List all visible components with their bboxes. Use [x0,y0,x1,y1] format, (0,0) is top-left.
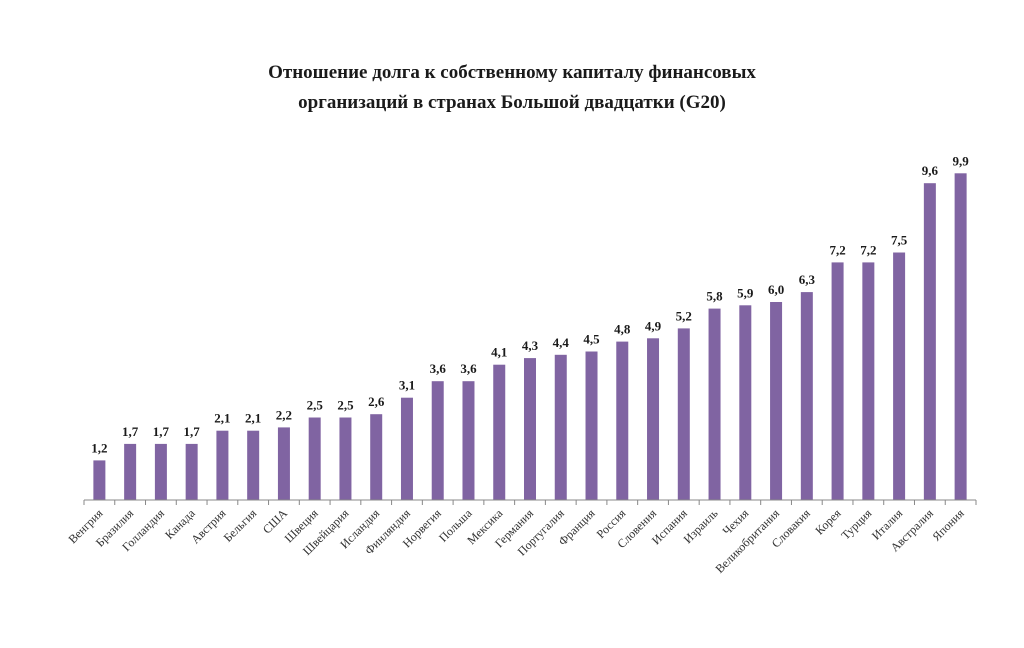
x-axis-ticks [83,500,977,505]
data-label: 1,7 [184,424,201,439]
data-label: 2,5 [307,398,324,413]
data-label: 2,5 [337,398,354,413]
bar [647,338,660,500]
bar [554,354,567,500]
data-label: 4,8 [614,322,631,337]
data-label: 7,2 [860,242,876,257]
data-label: 5,8 [706,289,723,304]
bar [400,397,413,500]
bar [247,430,260,500]
data-label: 4,4 [553,335,570,350]
category-labels-group: ВенгрияБразилияГолландияКанадаАвстрияБел… [65,506,967,576]
data-label: 4,9 [645,318,662,333]
bar [954,173,967,501]
bar [739,305,752,500]
data-label: 4,5 [583,332,600,347]
bar [124,443,137,500]
data-label: 9,9 [952,153,969,168]
data-label: 7,5 [891,233,908,248]
bar [462,381,475,500]
data-label: 6,3 [799,272,816,287]
data-label: 9,6 [922,163,939,178]
category-label: Израиль [681,506,721,546]
data-label: 6,0 [768,282,784,297]
data-label: 3,6 [460,361,477,376]
bar [524,358,536,500]
bars-group [93,173,967,501]
bar [431,381,444,500]
data-label: 1,7 [153,424,170,439]
data-label: 1,7 [122,424,139,439]
bar [216,430,229,500]
data-label: 2,6 [368,394,385,409]
bar [154,443,167,500]
bar [277,427,290,500]
bar [831,262,844,500]
bar [93,460,106,500]
category-label: Турция [838,506,874,542]
data-label: 2,1 [214,411,230,426]
data-label: 1,2 [91,440,107,455]
data-label: 5,9 [737,285,754,300]
bar [185,443,198,500]
bar [616,341,629,500]
category-label: Бельгия [221,506,260,545]
bar [308,417,321,500]
bar [370,414,383,500]
bar [493,364,506,500]
chart-title-line-1: Отношение долга к собственному капиталу … [268,62,756,83]
bar [585,351,598,500]
data-label: 2,2 [276,407,292,422]
data-label: 4,1 [491,345,507,360]
bar [800,292,813,500]
value-labels-group: 1,2 1,7 1,7 1,7 2,1 2,1 2,2 2,5 2,5 2,6 3,1 3,6 3,6 4… [91,153,969,455]
bar [708,308,721,500]
data-label: 3,6 [430,361,447,376]
bar [677,328,690,500]
data-label: 2,1 [245,411,261,426]
data-label: 4,3 [522,338,539,353]
data-label: 3,1 [399,378,415,393]
data-label: 7,2 [829,242,845,257]
bar [923,183,936,500]
bar [862,262,875,500]
chart-title-line-2: организаций в странах Большой двадцатки … [298,92,726,113]
category-label: Япония [929,506,967,544]
bar [770,302,783,500]
data-label: 5,2 [676,308,692,323]
category-label: Австрия [188,506,229,547]
chart-title: Отношение долга к собственному капиталу … [0,58,1024,118]
bar [339,417,352,500]
bar [893,252,906,500]
